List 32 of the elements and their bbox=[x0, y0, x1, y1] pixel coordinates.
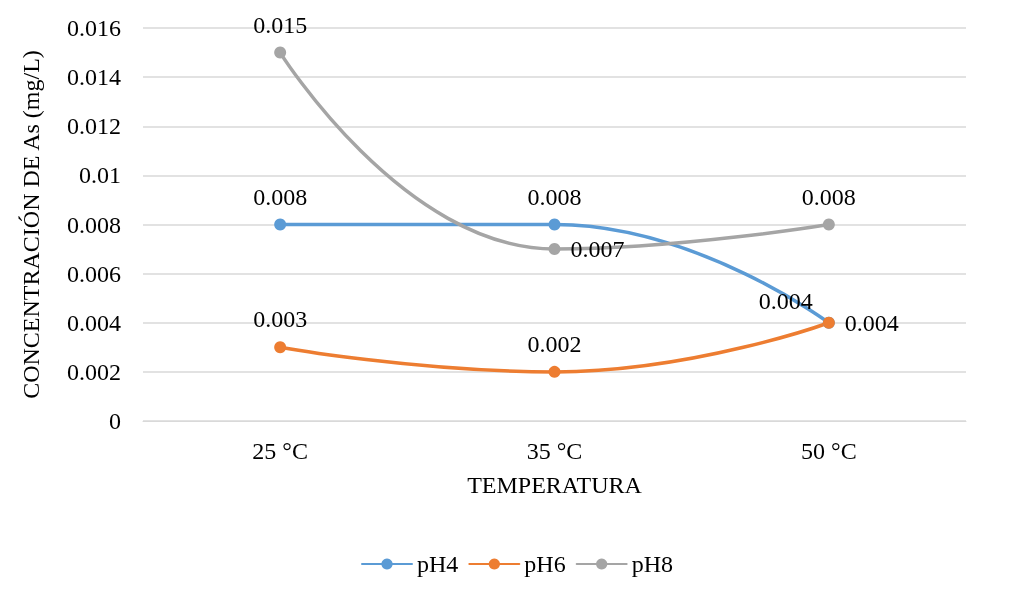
y-tick-label: 0 bbox=[109, 408, 121, 434]
x-tick-label: 25 °C bbox=[252, 438, 308, 464]
point bbox=[274, 341, 287, 354]
data-label: 0.007 bbox=[570, 236, 625, 263]
data-label: 0.015 bbox=[253, 11, 308, 38]
y-tick-label: 0.008 bbox=[67, 211, 121, 238]
point bbox=[274, 218, 287, 231]
legend-label: pH8 bbox=[631, 551, 674, 577]
data-label: 0.002 bbox=[527, 330, 582, 357]
y-tick-label: 0.012 bbox=[67, 113, 121, 140]
point bbox=[548, 365, 561, 378]
y-tick-label: 0.016 bbox=[67, 15, 121, 41]
data-label: 0.008 bbox=[253, 183, 308, 210]
legend-label: pH4 bbox=[417, 551, 459, 577]
data-label: 0.004 bbox=[844, 309, 899, 336]
y-tick-label: 0.014 bbox=[67, 64, 121, 91]
y-tick-label: 0.006 bbox=[67, 260, 121, 287]
point bbox=[548, 243, 561, 256]
x-axis-title: TEMPERATURA bbox=[467, 472, 643, 498]
point bbox=[548, 218, 561, 231]
point bbox=[822, 218, 835, 231]
y-axis-title: CONCENTRACIÓN DE As (mg/L) bbox=[18, 50, 44, 399]
point bbox=[274, 46, 287, 59]
y-tick-label: 0.01 bbox=[79, 162, 121, 189]
x-tick-label: 35 °C bbox=[526, 438, 583, 464]
data-label: 0.008 bbox=[527, 183, 582, 210]
y-tick-label: 0.004 bbox=[67, 309, 121, 336]
data-label: 0.003 bbox=[253, 306, 308, 333]
data-label: 0.008 bbox=[801, 183, 856, 210]
x-tick-label: 50 °C bbox=[801, 438, 857, 464]
legend-label: pH6 bbox=[524, 551, 566, 577]
y-tick-label: 0.002 bbox=[67, 358, 121, 385]
